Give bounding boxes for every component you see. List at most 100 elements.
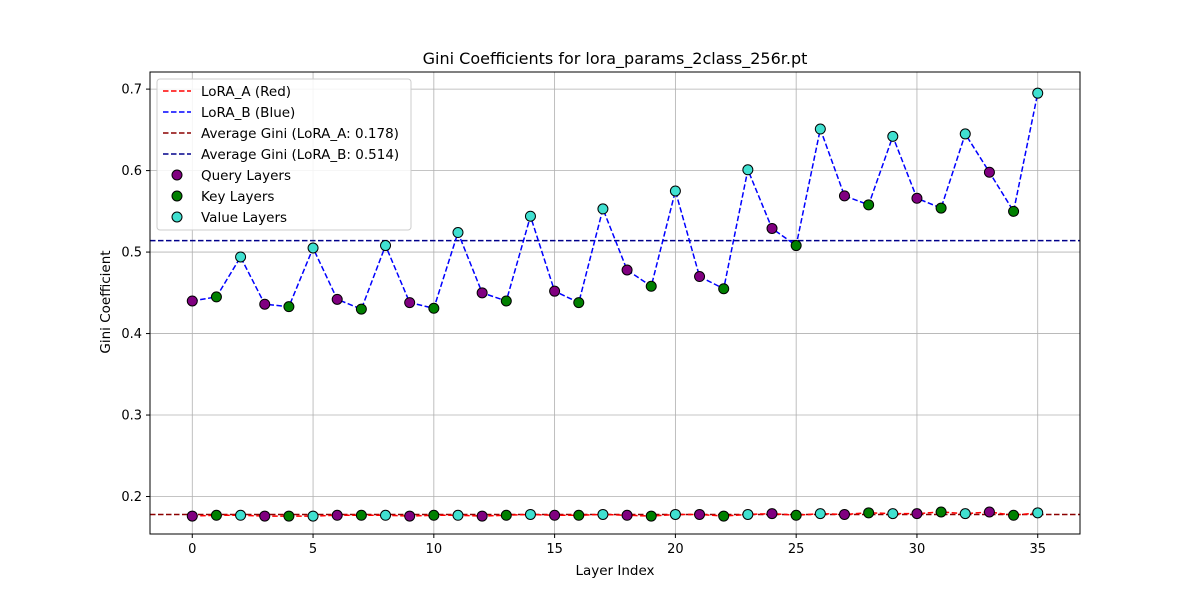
marker-query [838, 190, 850, 202]
marker-query [259, 298, 271, 310]
marker-key [355, 303, 367, 315]
y-tick-label: 0.2 [121, 490, 142, 505]
marker-query [694, 271, 706, 283]
marker-query [766, 222, 778, 234]
marker-query [911, 508, 923, 520]
marker-key [863, 507, 875, 519]
marker-query [621, 264, 633, 276]
marker-query [476, 287, 488, 299]
marker-value [669, 185, 681, 197]
marker-key [935, 202, 947, 214]
marker-query [404, 297, 416, 309]
legend-marker-query [171, 169, 183, 181]
marker-query [838, 508, 850, 520]
y-tick-label: 0.6 [121, 164, 142, 179]
marker-key [718, 283, 730, 295]
marker-key [1008, 509, 1020, 521]
legend-marker-key [171, 190, 183, 202]
marker-value [1032, 87, 1044, 99]
y-tick-label: 0.4 [121, 327, 142, 342]
marker-query [331, 293, 343, 305]
marker-key [428, 302, 440, 314]
marker-value [814, 123, 826, 135]
y-tick-label: 0.5 [121, 246, 142, 261]
marker-value [524, 210, 536, 222]
y-tick-label: 0.7 [121, 83, 142, 98]
marker-value [814, 508, 826, 520]
x-tick-label: 10 [426, 542, 443, 557]
marker-query [259, 510, 271, 522]
marker-value [597, 203, 609, 215]
average-lines [150, 239, 1080, 516]
series-line-1 [192, 93, 1039, 311]
marker-key [210, 509, 222, 521]
marker-value [452, 509, 464, 521]
x-tick-label: 25 [788, 542, 805, 557]
marker-key [935, 506, 947, 518]
marker-value [452, 227, 464, 239]
marker-key [790, 240, 802, 252]
marker-key [718, 510, 730, 522]
marker-key [863, 199, 875, 211]
marker-key [573, 297, 585, 309]
marker-key [428, 509, 440, 521]
marker-value [380, 240, 392, 252]
plot-frame [149, 71, 1081, 535]
marker-key [500, 509, 512, 521]
marker-key [283, 510, 295, 522]
legend-label-lora-a: LoRA_A (Red) [201, 84, 291, 100]
marker-key [645, 510, 657, 522]
marker-value [887, 508, 899, 520]
marker-value [959, 128, 971, 140]
legend-label-avg-b: Average Gini (LoRA_B: 0.514) [201, 147, 399, 163]
marker-query [186, 510, 198, 522]
marker-key [355, 509, 367, 521]
legend-label-avg-a: Average Gini (LoRA_A: 0.178) [201, 126, 399, 142]
marker-query [911, 192, 923, 204]
marker-key [790, 509, 802, 521]
marker-query [186, 295, 198, 307]
legend: LoRA_A (Red) LoRA_B (Blue) Average Gini … [156, 78, 412, 231]
legend-marker-value [171, 211, 183, 223]
marker-key [573, 509, 585, 521]
x-tick-label: 35 [1029, 542, 1046, 557]
marker-value [235, 509, 247, 521]
x-tick-label: 30 [909, 542, 926, 557]
marker-value [307, 242, 319, 254]
chart-title: Gini Coefficients for lora_params_2class… [423, 49, 808, 69]
marker-value [1032, 507, 1044, 519]
marker-query [549, 509, 561, 521]
marker-key [500, 295, 512, 307]
legend-label-key: Key Layers [201, 189, 274, 205]
marker-query [404, 510, 416, 522]
marker-query [983, 506, 995, 518]
marker-value [307, 510, 319, 522]
marker-value [742, 164, 754, 176]
marker-value [669, 508, 681, 520]
marker-value [524, 508, 536, 520]
marker-key [283, 301, 295, 313]
legend-label-lora-b: LoRA_B (Blue) [201, 105, 295, 121]
legend-box [156, 78, 412, 231]
marker-query [549, 285, 561, 297]
x-tick-label: 5 [309, 542, 317, 557]
marker-query [476, 510, 488, 522]
marker-query [983, 166, 995, 178]
marker-value [597, 508, 609, 520]
legend-label-query: Query Layers [201, 168, 291, 184]
marker-key [1008, 205, 1020, 217]
marker-key [645, 280, 657, 292]
legend-label-value: Value Layers [201, 210, 287, 226]
marker-value [235, 251, 247, 263]
marker-query [694, 508, 706, 520]
axis-ticks: 0 5 10 15 20 25 30 35 0.2 0.3 0.4 0.5 0.6 0.7 [121, 83, 1046, 557]
y-axis-label: Gini Coefficient [98, 250, 114, 353]
marker-query [766, 508, 778, 520]
marker-query [331, 509, 343, 521]
x-tick-label: 15 [546, 542, 563, 557]
x-tick-label: 0 [188, 542, 196, 557]
y-tick-label: 0.3 [121, 409, 142, 424]
marker-value [742, 508, 754, 520]
marker-key [210, 291, 222, 303]
